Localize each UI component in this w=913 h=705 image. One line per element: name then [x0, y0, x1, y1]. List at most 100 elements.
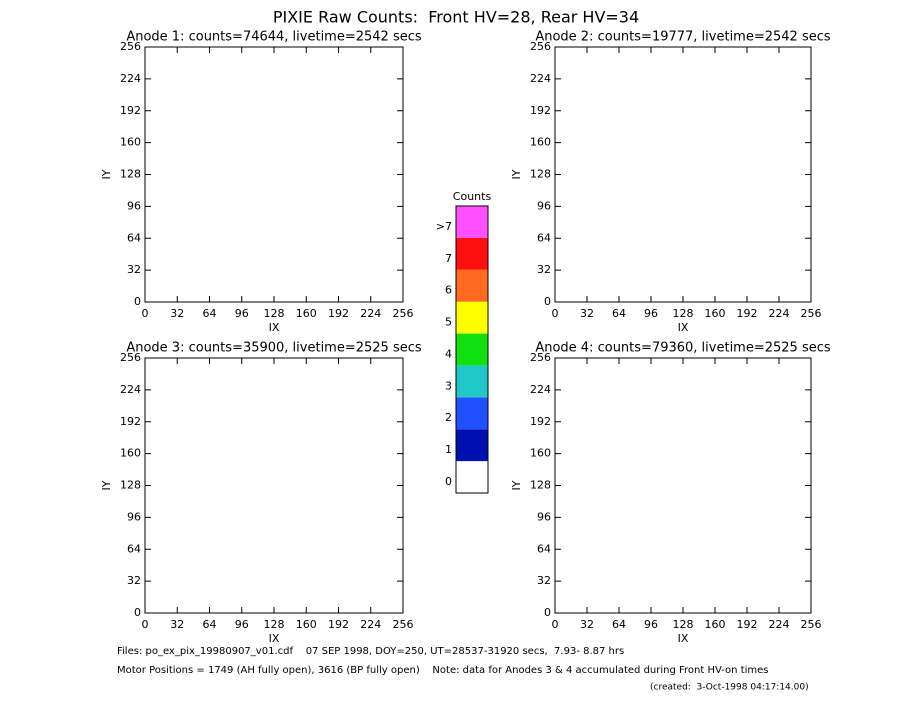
x-tick-label: 160: [296, 618, 317, 631]
y-tick-label: 160: [120, 447, 141, 460]
panel-title: Anode 1: counts=74644, livetime=2542 sec…: [126, 30, 422, 45]
x-tick-label: 96: [644, 307, 658, 320]
y-tick-label: 224: [120, 383, 141, 396]
y-axis-label: IY: [100, 480, 113, 490]
colorbar-label: 2: [445, 411, 452, 424]
colorbar-frame: [455, 205, 489, 494]
colorbar-label: 1: [445, 443, 452, 456]
color-swatch: [456, 397, 488, 430]
panel-title: Anode 4: counts=79360, livetime=2525 sec…: [535, 341, 831, 356]
x-tick-label: 96: [235, 618, 249, 631]
x-tick-label: 192: [737, 307, 758, 320]
y-tick-label: 0: [134, 295, 141, 308]
y-tick-label: 224: [120, 72, 141, 85]
x-tick-label: 64: [203, 307, 217, 320]
y-tick-label: 64: [127, 231, 141, 244]
x-tick-label: 32: [580, 618, 594, 631]
y-tick-label: 192: [120, 104, 141, 117]
y-tick-label: 0: [544, 295, 551, 308]
chart-title: PIXIE Raw Counts: Front HV=28, Rear HV=3…: [273, 8, 639, 27]
x-tick-label: 0: [142, 307, 149, 320]
color-swatch: [456, 269, 488, 302]
y-tick-label: 96: [127, 199, 141, 212]
y-tick-label: 128: [530, 479, 551, 492]
colorbar-title: Counts: [453, 190, 492, 203]
colorbar-label: 3: [445, 379, 452, 392]
x-tick-label: 256: [801, 307, 822, 320]
plot-frame: [144, 357, 404, 614]
x-tick-label: 64: [612, 618, 626, 631]
y-axis-label: IY: [510, 169, 523, 179]
y-axis-label: IY: [510, 480, 523, 490]
x-tick-label: 224: [769, 307, 790, 320]
y-tick-label: 224: [530, 72, 551, 85]
y-tick-label: 96: [537, 510, 551, 523]
y-tick-label: 192: [530, 104, 551, 117]
x-tick-label: 32: [170, 618, 184, 631]
x-tick-label: 64: [612, 307, 626, 320]
x-tick-label: 256: [393, 307, 414, 320]
x-tick-label: 64: [203, 618, 217, 631]
plot-frame: [554, 357, 812, 614]
colorbar-label: 7: [445, 252, 452, 265]
footer-files: Files: po_ex_pix_19980907_v01.cdf 07 SEP…: [117, 646, 624, 657]
y-tick-label: 192: [530, 415, 551, 428]
x-tick-label: 128: [673, 618, 694, 631]
x-tick-label: 128: [264, 307, 285, 320]
colorbar-label: 6: [445, 284, 452, 297]
y-tick-label: 160: [530, 136, 551, 149]
x-tick-label: 256: [801, 618, 822, 631]
y-tick-label: 160: [530, 447, 551, 460]
colorbar-label: 0: [445, 475, 452, 488]
color-swatch: [456, 429, 488, 462]
y-tick-label: 256: [530, 351, 551, 364]
color-swatch: [456, 461, 488, 493]
x-tick-label: 160: [705, 618, 726, 631]
y-tick-label: 32: [537, 574, 551, 587]
y-tick-label: 32: [537, 263, 551, 276]
y-tick-label: 128: [530, 168, 551, 181]
y-tick-label: 96: [127, 510, 141, 523]
y-tick-label: 96: [537, 199, 551, 212]
x-axis-label: IX: [678, 632, 689, 645]
y-tick-label: 64: [127, 542, 141, 555]
color-swatch: [456, 237, 488, 270]
panel-title: Anode 2: counts=19777, livetime=2542 sec…: [535, 30, 831, 45]
colorbar-label: 5: [445, 316, 452, 329]
footer-created: (created: 3-Oct-1998 04:17:14.00): [650, 683, 809, 693]
y-tick-label: 160: [120, 136, 141, 149]
x-axis-label: IX: [269, 321, 280, 334]
footer-motor: Motor Positions = 1749 (AH fully open), …: [117, 665, 769, 676]
x-axis-label: IX: [678, 321, 689, 334]
colorbar-label: >7: [436, 220, 452, 233]
color-swatch: [456, 301, 488, 334]
y-tick-label: 192: [120, 415, 141, 428]
y-axis-label: IY: [100, 169, 113, 179]
x-tick-label: 0: [552, 307, 559, 320]
color-swatch: [456, 333, 488, 366]
y-tick-label: 128: [120, 479, 141, 492]
x-tick-label: 32: [580, 307, 594, 320]
y-tick-label: 0: [544, 606, 551, 619]
x-tick-label: 0: [142, 618, 149, 631]
x-tick-label: 0: [552, 618, 559, 631]
y-tick-label: 32: [127, 574, 141, 587]
y-tick-label: 128: [120, 168, 141, 181]
x-tick-label: 96: [235, 307, 249, 320]
y-tick-label: 224: [530, 383, 551, 396]
x-tick-label: 192: [328, 307, 349, 320]
x-tick-label: 224: [360, 618, 381, 631]
colorbar-label: 4: [445, 347, 452, 360]
x-tick-label: 128: [264, 618, 285, 631]
y-tick-label: 32: [127, 263, 141, 276]
color-swatch: [456, 206, 488, 238]
x-tick-label: 224: [360, 307, 381, 320]
x-tick-label: 224: [769, 618, 790, 631]
y-tick-label: 256: [120, 351, 141, 364]
y-tick-label: 64: [537, 542, 551, 555]
x-tick-label: 160: [296, 307, 317, 320]
plot-frame: [144, 46, 404, 303]
x-tick-label: 192: [737, 618, 758, 631]
